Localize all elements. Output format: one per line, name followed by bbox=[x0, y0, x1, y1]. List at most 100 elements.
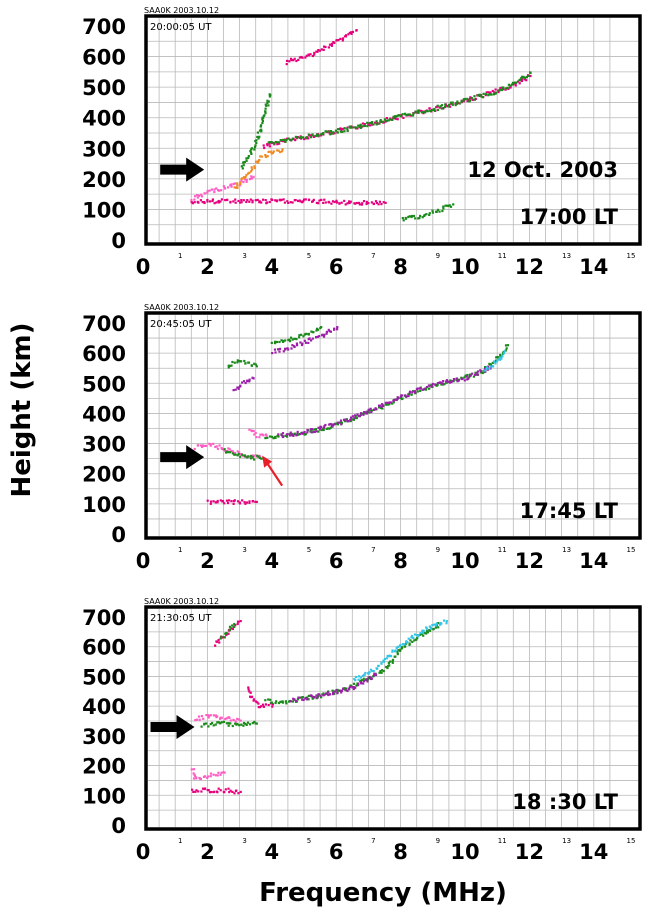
echo-point bbox=[206, 714, 209, 717]
echo-point bbox=[336, 328, 339, 331]
echo-point bbox=[231, 724, 234, 728]
echo-point bbox=[311, 54, 314, 58]
echo-point bbox=[245, 180, 248, 183]
echo-point bbox=[442, 207, 445, 210]
echo-point bbox=[469, 97, 472, 100]
echo-point bbox=[410, 636, 413, 639]
echo-point bbox=[331, 200, 335, 203]
echo-point bbox=[274, 342, 277, 345]
echo-point bbox=[391, 658, 395, 661]
echo-point bbox=[223, 771, 226, 774]
y-tick-label: 0 bbox=[111, 523, 126, 547]
echo-point bbox=[455, 102, 458, 105]
echo-point bbox=[381, 407, 384, 410]
echo-point bbox=[201, 444, 205, 447]
echo-point bbox=[213, 188, 216, 191]
echo-point bbox=[326, 427, 329, 430]
echo-point bbox=[428, 213, 431, 216]
echo-trace-11 bbox=[206, 499, 258, 505]
echo-point bbox=[300, 137, 303, 140]
echo-point bbox=[332, 691, 335, 694]
echo-point bbox=[295, 699, 298, 703]
echo-point bbox=[335, 199, 338, 202]
echo-point bbox=[251, 722, 254, 725]
echo-point bbox=[489, 365, 492, 368]
echo-point bbox=[253, 433, 256, 436]
echo-point bbox=[248, 200, 251, 203]
echo-point bbox=[387, 403, 390, 406]
echo-point bbox=[399, 396, 402, 399]
echo-point bbox=[489, 367, 492, 370]
echo-point bbox=[373, 408, 376, 411]
echo-point bbox=[259, 125, 262, 128]
echo-point bbox=[283, 201, 286, 204]
echo-point bbox=[311, 697, 314, 700]
echo-point bbox=[361, 412, 364, 415]
echo-point bbox=[332, 132, 335, 135]
echo-point bbox=[274, 701, 277, 705]
echo-point bbox=[243, 178, 246, 181]
echo-point bbox=[499, 87, 502, 90]
echo-point bbox=[203, 444, 206, 447]
echo-point bbox=[239, 182, 242, 185]
echo-point bbox=[491, 89, 494, 93]
echo-point bbox=[502, 352, 505, 355]
echo-point bbox=[237, 620, 240, 623]
echo-point bbox=[321, 428, 324, 432]
echo-point bbox=[496, 358, 500, 361]
echo-point bbox=[359, 126, 362, 129]
echo-point bbox=[323, 45, 326, 48]
echo-point bbox=[327, 130, 330, 133]
echo-point bbox=[402, 116, 405, 119]
echo-point bbox=[214, 714, 217, 717]
echo-point bbox=[256, 701, 259, 704]
echo-point bbox=[250, 147, 253, 150]
echo-point bbox=[262, 434, 265, 437]
echo-point bbox=[370, 409, 374, 412]
echo-point bbox=[242, 181, 245, 184]
echo-point bbox=[212, 773, 215, 776]
echo-point bbox=[500, 357, 503, 360]
black-arrow-icon bbox=[160, 445, 205, 470]
echo-point bbox=[240, 360, 243, 363]
echo-point bbox=[277, 141, 280, 144]
echo-point bbox=[194, 195, 197, 198]
echo-point bbox=[307, 332, 310, 335]
echo-point bbox=[423, 632, 426, 635]
echo-point bbox=[504, 87, 507, 90]
echo-point bbox=[262, 115, 265, 118]
echo-point bbox=[429, 384, 432, 387]
x-tick-label-major: 10 bbox=[450, 840, 479, 864]
echo-point bbox=[368, 671, 371, 674]
y-tick-label: 300 bbox=[82, 725, 126, 749]
echo-point bbox=[365, 678, 368, 681]
echo-point bbox=[324, 423, 327, 427]
echo-point bbox=[212, 724, 215, 727]
echo-point bbox=[388, 403, 391, 406]
echo-point bbox=[243, 501, 246, 504]
echo-point bbox=[298, 334, 301, 337]
y-tick-label: 600 bbox=[82, 46, 126, 70]
echo-point bbox=[376, 667, 379, 670]
echo-point bbox=[218, 641, 221, 644]
echo-point bbox=[484, 93, 487, 96]
echo-point bbox=[323, 425, 326, 428]
x-tick-label-major: 0 bbox=[136, 549, 151, 573]
echo-point bbox=[368, 675, 371, 679]
echo-point bbox=[264, 199, 267, 202]
echo-point bbox=[202, 717, 205, 720]
echo-point bbox=[290, 432, 293, 435]
echo-point bbox=[377, 664, 380, 667]
echo-point bbox=[245, 174, 248, 177]
echo-point bbox=[199, 777, 202, 781]
x-tick-label-major: 8 bbox=[393, 549, 408, 573]
echo-trace-9 bbox=[271, 326, 339, 355]
echo-point bbox=[302, 698, 305, 702]
echo-point bbox=[351, 686, 354, 689]
echo-point bbox=[228, 499, 231, 502]
echo-point bbox=[242, 199, 245, 202]
echo-point bbox=[389, 401, 393, 404]
echo-point bbox=[231, 790, 234, 793]
echo-point bbox=[509, 84, 512, 87]
echo-point bbox=[355, 417, 358, 420]
